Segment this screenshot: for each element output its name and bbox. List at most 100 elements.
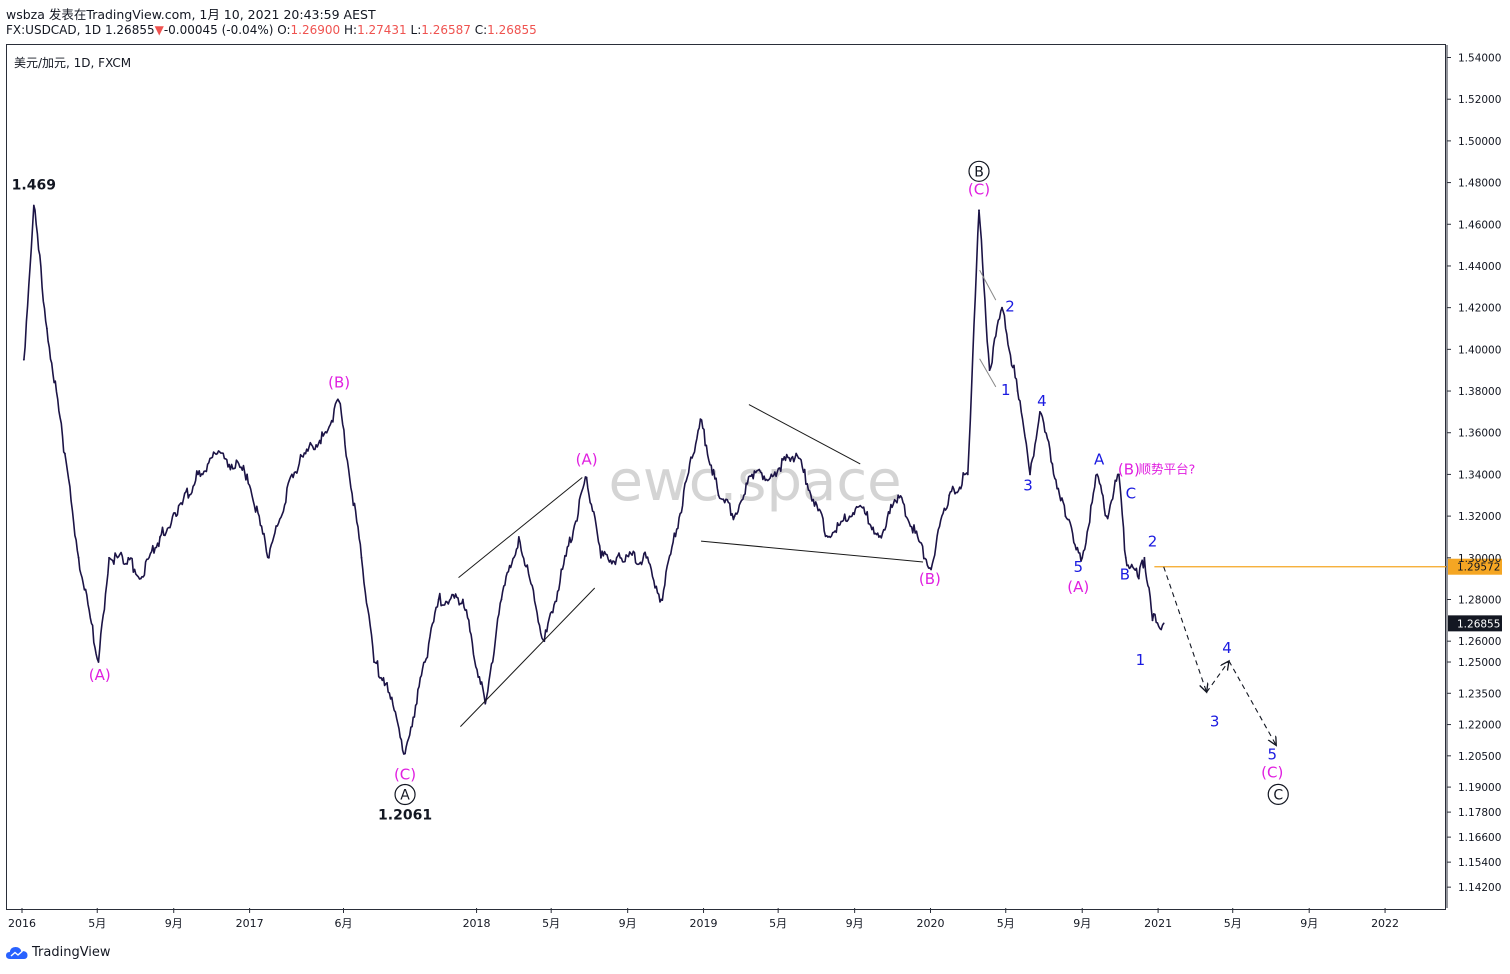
price-extreme-label: 1.469 xyxy=(12,178,56,194)
price-point xyxy=(988,369,991,372)
price-point xyxy=(1162,622,1165,625)
close-label: C: xyxy=(474,23,488,37)
low-label: L: xyxy=(410,23,422,37)
price-point xyxy=(197,473,199,476)
price-point xyxy=(338,400,341,403)
y-tick-label: 1.28000 xyxy=(1458,594,1501,606)
projection-arrow[interactable] xyxy=(1228,660,1276,745)
price-point xyxy=(437,598,440,601)
publish-info: wsbza 发表在TradingView.com, 1月 10, 2021 20… xyxy=(6,4,376,23)
chart-pane[interactable] xyxy=(6,44,1446,910)
wave-label: (C) xyxy=(394,766,416,784)
price-point xyxy=(948,494,951,497)
price-point xyxy=(1137,577,1140,580)
price-point xyxy=(978,209,980,212)
price-point xyxy=(484,702,487,705)
price-point xyxy=(216,452,219,455)
last-price-tag xyxy=(1448,615,1502,632)
wave-label: 3 xyxy=(1210,712,1220,730)
price-point xyxy=(325,431,328,434)
price-point xyxy=(1124,556,1127,559)
price-point xyxy=(1105,515,1108,518)
price-point xyxy=(717,494,720,497)
close-value: 1.26855 xyxy=(487,23,537,37)
price-point xyxy=(246,473,249,476)
x-tick-label: 5月 xyxy=(542,917,560,930)
y-tick-label: 1.34000 xyxy=(1458,469,1501,481)
x-tick-label: 2020 xyxy=(917,917,945,930)
projection-arrow[interactable] xyxy=(1163,566,1207,692)
x-tick-label: 5月 xyxy=(88,917,106,930)
wave-label: A xyxy=(1094,450,1105,468)
price-point xyxy=(77,556,80,559)
y-tick-label: 1.23500 xyxy=(1458,688,1501,700)
projection-arrow[interactable] xyxy=(1206,661,1229,693)
price-point xyxy=(600,556,602,559)
high-value: 1.27431 xyxy=(357,23,407,37)
tradingview-logo[interactable]: TradingView xyxy=(6,945,111,960)
wave-label: 5 xyxy=(1267,745,1277,763)
price-point xyxy=(97,661,100,663)
last-price: 1.26855 xyxy=(104,23,155,37)
price-point xyxy=(733,515,736,518)
y-tick-label: 1.36000 xyxy=(1458,428,1501,440)
high-label: H: xyxy=(343,23,358,37)
y-tick-label: 1.52000 xyxy=(1458,94,1501,106)
price-point xyxy=(290,473,293,476)
price-point xyxy=(424,661,426,663)
y-tick-label: 1.38000 xyxy=(1458,386,1501,398)
x-tick-label: 6月 xyxy=(334,917,352,930)
price-point xyxy=(1096,473,1099,476)
y-tick-label: 1.16600 xyxy=(1458,832,1501,844)
symbol-info-line: FX:USDCAD, 1D 1.26855▼-0.00045 (-0.04%) … xyxy=(6,23,537,37)
x-tick-label: 2022 xyxy=(1371,917,1399,930)
price-point xyxy=(127,556,130,559)
x-tick-label: 2017 xyxy=(236,917,264,930)
wave-circle-label: A xyxy=(400,788,410,804)
price-point xyxy=(1001,306,1003,309)
x-tick-label: 9月 xyxy=(165,917,183,930)
trendline[interactable] xyxy=(458,477,583,578)
wave-label: 5 xyxy=(1073,558,1083,576)
y-tick-label: 1.42000 xyxy=(1458,303,1501,315)
y-tick-label: 1.17800 xyxy=(1458,807,1501,819)
price-point xyxy=(159,536,161,538)
price-point xyxy=(517,536,520,538)
trendline[interactable] xyxy=(979,358,997,388)
publish-time: 发表在TradingView.com, 1月 10, 2021 20:43:59… xyxy=(48,7,376,22)
symbol-name[interactable]: FX:USDCAD, 1D xyxy=(6,23,102,37)
price-point xyxy=(1051,463,1054,465)
trendline[interactable] xyxy=(700,540,924,563)
wave-label: (C) xyxy=(1261,763,1283,781)
price-change: -0.00045 (-0.04%) xyxy=(163,23,274,37)
x-tick-label: 2016 xyxy=(8,917,36,930)
y-tick-label: 1.26000 xyxy=(1458,636,1501,648)
x-tick-label: 2021 xyxy=(1144,917,1172,930)
wave-label: (A) xyxy=(1067,578,1089,596)
trendline[interactable] xyxy=(979,269,997,301)
wave-circle-marker xyxy=(1267,783,1289,806)
price-point xyxy=(360,556,363,559)
open-value: 1.26900 xyxy=(290,23,341,37)
y-tick-label: 1.32000 xyxy=(1458,511,1501,523)
author-name[interactable]: wsbza xyxy=(6,7,45,22)
price-point xyxy=(1016,390,1019,392)
price-point xyxy=(139,577,142,580)
wave-label: 1 xyxy=(1001,381,1011,399)
price-point xyxy=(770,473,773,476)
price-point xyxy=(373,661,375,663)
price-point xyxy=(500,598,503,601)
level-price-text: 1.29572 xyxy=(1457,562,1500,574)
price-series-line[interactable] xyxy=(23,204,1165,755)
price-point xyxy=(1143,556,1146,559)
price-point xyxy=(1118,473,1120,476)
wave-circle-marker xyxy=(394,783,416,806)
trendline[interactable] xyxy=(748,404,861,465)
price-point xyxy=(108,556,110,559)
price-point xyxy=(22,358,25,361)
price-point xyxy=(619,556,622,559)
x-tick-label: 9月 xyxy=(846,917,864,930)
trendline[interactable] xyxy=(460,587,596,727)
x-tick-label: 2019 xyxy=(690,917,718,930)
